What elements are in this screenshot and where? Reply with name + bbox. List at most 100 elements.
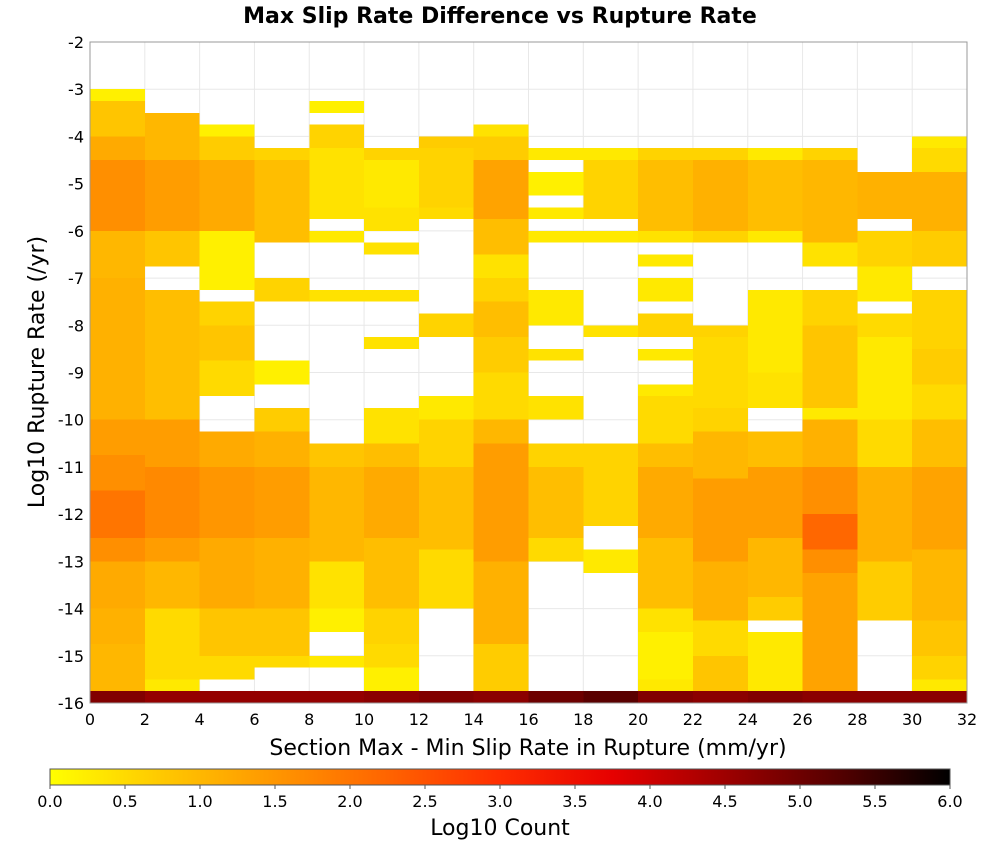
heatmap-cell	[692, 478, 748, 562]
y-tick-label: -13	[58, 552, 84, 571]
heatmap-cell	[254, 537, 310, 609]
y-tick-label: -9	[68, 364, 84, 383]
x-tick-label: 24	[738, 710, 758, 729]
y-tick-label: -3	[68, 80, 84, 99]
heatmap-cell	[199, 136, 255, 161]
heatmap-cell	[912, 691, 967, 703]
x-tick-label: 8	[304, 710, 314, 729]
heatmap-cell	[638, 148, 693, 161]
y-tick-label: -2	[68, 33, 84, 52]
x-tick-label: 28	[847, 710, 867, 729]
heatmap-cell	[254, 278, 310, 302]
heatmap-cell	[473, 337, 529, 373]
colorbar-tick-label: 1.5	[262, 792, 287, 811]
colorbar-tick-label: 2.5	[412, 792, 437, 811]
heatmap-cell	[912, 348, 967, 385]
colorbar-tick-label: 0.0	[37, 792, 62, 811]
heatmap-cell	[638, 691, 693, 703]
heatmap-cell	[418, 396, 474, 420]
y-tick-label: -5	[68, 175, 84, 194]
heatmap-cell	[144, 608, 200, 680]
heatmap-cell	[802, 289, 858, 326]
heatmap-cell	[912, 384, 967, 420]
heatmap-cell	[418, 136, 474, 149]
x-tick-labels: 0 2 4 6 8 10 12 14 16 18 20 22 24 26 28 30 32	[85, 710, 977, 729]
heatmap-cell	[90, 537, 145, 562]
heatmap-cell	[309, 148, 365, 220]
heatmap-cell	[364, 148, 419, 161]
heatmap-cell	[144, 289, 200, 420]
heatmap-cell	[912, 466, 967, 550]
heatmap-cell	[199, 360, 255, 397]
heatmap-cell	[638, 160, 693, 231]
heatmap-cell	[144, 419, 200, 467]
heatmap-cell	[144, 679, 200, 692]
heatmap-cell	[418, 313, 474, 338]
heatmap-cell	[692, 407, 748, 432]
heatmap-cell	[254, 160, 310, 243]
heatmap-cell	[418, 419, 474, 467]
colorbar-tick-label: 2.0	[337, 792, 362, 811]
heatmap-cell	[912, 148, 967, 172]
colorbar-tick-label: 5.0	[787, 792, 812, 811]
heatmap-cell	[802, 573, 858, 692]
heatmap-cell	[528, 171, 584, 196]
heatmap-cell	[692, 325, 748, 338]
y-tick-label: -14	[58, 600, 84, 619]
heatmap-cell	[638, 348, 693, 361]
heatmap-cell	[802, 419, 858, 467]
heatmap-cell	[802, 160, 858, 243]
heatmap-cell	[364, 337, 419, 349]
x-tick-label: 14	[464, 710, 484, 729]
heatmap-cell	[528, 537, 584, 562]
y-tick-label: -10	[58, 411, 84, 430]
colorbar-tick-labels: 0.0 0.5 1.0 1.5 2.0 2.5 3.0 3.5 4.0 4.5 5.0 5.5 6.0	[37, 785, 963, 811]
heatmap-cell	[254, 431, 310, 467]
heatmap-cell	[912, 620, 967, 656]
heatmap-cell	[254, 608, 310, 656]
heatmap-cell	[90, 643, 145, 692]
heatmap-cell	[747, 537, 803, 597]
heatmap-cell	[528, 691, 584, 703]
heatmap-cell	[254, 148, 310, 161]
heatmap-cell	[418, 549, 474, 609]
y-tick-label: -6	[68, 222, 84, 241]
heatmap-cell	[583, 691, 639, 703]
colorbar-tick-label: 3.5	[562, 792, 587, 811]
heatmap-cell	[747, 372, 803, 408]
x-tick-label: 16	[518, 710, 538, 729]
heatmap-cell	[638, 313, 693, 338]
heatmap-cell	[199, 301, 255, 326]
heatmap-cell	[473, 691, 529, 703]
heatmap-cell	[199, 537, 255, 609]
x-tick-label: 0	[85, 710, 95, 729]
heatmap-cell	[747, 160, 803, 231]
colorbar-tick-label: 4.0	[637, 792, 662, 811]
heatmap-cell	[692, 160, 748, 231]
heatmap-cell	[144, 691, 200, 703]
heatmap-cell	[802, 514, 858, 550]
heatmap-cell	[473, 419, 529, 444]
heatmap-cell	[638, 230, 693, 243]
heatmap-cell	[309, 561, 365, 609]
heatmap-cell	[309, 289, 365, 302]
heatmap-cell	[309, 466, 365, 562]
heatmap-cell	[364, 443, 419, 467]
heatmap-cell	[912, 230, 967, 267]
heatmap-cell	[692, 148, 748, 161]
heatmap-cell	[692, 561, 748, 621]
heatmap-cell	[473, 643, 529, 692]
heatmap-cell	[692, 691, 748, 703]
heatmap-cell	[364, 466, 419, 538]
heatmap-cell	[638, 443, 693, 467]
heatmap-cell	[802, 407, 858, 420]
heatmap-cell	[857, 337, 913, 420]
heatmap-cell	[364, 608, 419, 644]
y-tick-label: -11	[58, 458, 84, 477]
heatmap-cell	[583, 325, 639, 338]
heatmap-cell	[638, 679, 693, 692]
heatmap-cell	[857, 313, 913, 338]
heatmap-cell	[528, 443, 584, 467]
heatmap-cell	[364, 407, 419, 444]
